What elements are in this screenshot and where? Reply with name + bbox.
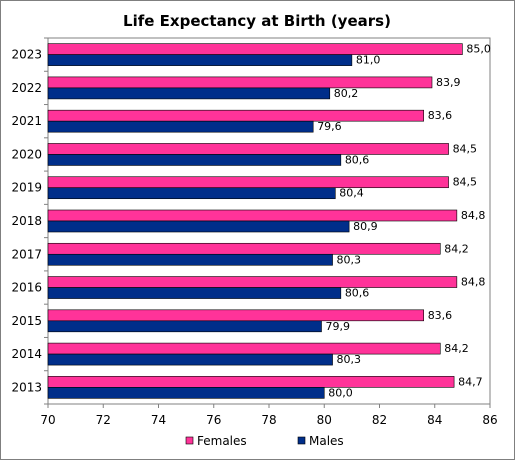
x-tick-label: 78: [261, 413, 276, 427]
female-data-label: 84,8: [461, 276, 486, 289]
legend-label-males: Males: [309, 434, 344, 448]
x-tick-label: 70: [40, 413, 55, 427]
male-data-label: 79,6: [317, 120, 342, 133]
chart-title: Life Expectancy at Birth (years): [123, 12, 391, 30]
female-bar: [47, 276, 458, 288]
female-bar: [47, 242, 441, 255]
female-data-label: 83,9: [436, 76, 461, 89]
x-tick-label: 84: [427, 413, 442, 427]
male-data-label: 80,4: [339, 187, 364, 200]
male-data-label: 79,9: [325, 320, 350, 333]
male-bar: [47, 87, 331, 100]
legend-swatch-females: [185, 436, 194, 445]
y-tick-label: 2021: [11, 114, 42, 128]
male-bar: [47, 120, 314, 133]
male-bar: [47, 187, 336, 200]
x-tick-label: 74: [151, 413, 166, 427]
male-data-label: 80,9: [353, 220, 378, 233]
male-data-label: 80,2: [334, 87, 359, 100]
y-tick-label: 2019: [11, 181, 42, 195]
female-bar: [47, 176, 449, 189]
male-data-label: 80,3: [337, 253, 362, 266]
y-tick-label: 2020: [11, 147, 42, 161]
male-bar: [47, 54, 353, 66]
female-bar: [47, 342, 441, 355]
y-tick-label: 2022: [11, 81, 42, 95]
y-tick-label: 2014: [11, 347, 42, 361]
male-bar: [47, 154, 342, 166]
x-tick-label: 86: [482, 413, 497, 427]
female-data-label: 84,2: [444, 342, 469, 355]
female-data-label: 83,6: [428, 309, 453, 322]
legend-swatch-males: [297, 436, 306, 445]
x-tick-label: 76: [206, 413, 221, 427]
female-data-label: 83,6: [428, 109, 453, 122]
y-tick-label: 2017: [11, 247, 42, 261]
male-bar: [47, 253, 333, 266]
male-bar: [47, 220, 350, 233]
female-data-label: 84,5: [453, 142, 478, 155]
male-bar: [47, 320, 322, 333]
x-tick-label: 82: [372, 413, 387, 427]
male-data-label: 80,6: [345, 287, 370, 300]
y-tick-label: 2015: [11, 314, 42, 328]
female-data-label: 85,0: [466, 43, 491, 56]
y-tick-label: 2018: [11, 214, 42, 228]
male-data-label: 81,0: [356, 54, 381, 67]
female-bar: [47, 209, 458, 222]
female-bar: [47, 109, 425, 122]
y-tick-label: 2023: [11, 48, 42, 62]
male-bar: [47, 387, 325, 399]
female-data-label: 84,2: [444, 242, 469, 255]
male-data-label: 80,0: [328, 386, 353, 399]
male-bar: [47, 353, 333, 366]
female-bar: [47, 309, 425, 322]
female-bar: [47, 43, 463, 55]
female-bar: [47, 76, 433, 89]
x-tick-label: 72: [96, 413, 111, 427]
female-bar: [47, 143, 449, 155]
x-tick-label: 80: [317, 413, 332, 427]
female-data-label: 84,8: [461, 209, 486, 222]
legend-label-females: Females: [197, 434, 247, 448]
y-tick-label: 2016: [11, 281, 42, 295]
female-data-label: 84,7: [458, 375, 483, 388]
male-data-label: 80,6: [345, 153, 370, 166]
male-bar: [47, 287, 342, 299]
female-data-label: 84,5: [453, 176, 478, 189]
female-bar: [47, 376, 455, 388]
y-tick-label: 2013: [11, 380, 42, 394]
male-data-label: 80,3: [337, 353, 362, 366]
